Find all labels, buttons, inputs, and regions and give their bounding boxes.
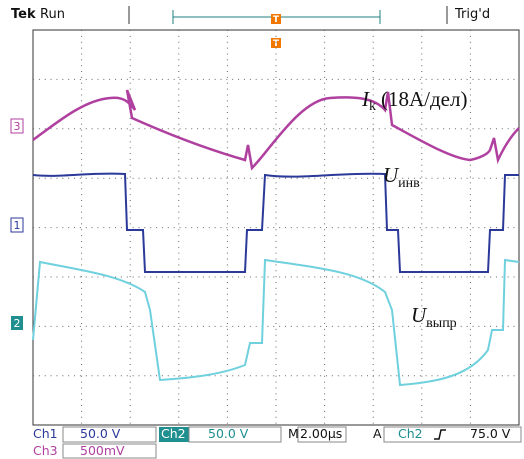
trigger-marker: T <box>273 15 280 25</box>
ch1-marker: 1 <box>14 219 21 232</box>
edge-icon <box>434 430 446 439</box>
trigger-source: Ch2 <box>398 426 423 441</box>
trigger-marker: T <box>273 39 280 49</box>
run-state: Run <box>40 7 65 22</box>
ch3-marker: 3 <box>14 120 21 133</box>
trigger-mode: A <box>373 426 382 441</box>
ch2-marker: 2 <box>14 317 21 330</box>
annotation: Ik(18A/дел) <box>361 87 467 114</box>
ch2-label: Ch2 <box>161 426 186 441</box>
ch3-scale: 500mV <box>80 443 125 458</box>
trigger-level: 75.0 V <box>470 426 511 441</box>
timebase-label: M <box>288 426 299 441</box>
brand: Tek <box>11 7 36 22</box>
ch1-scale: 50.0 V <box>80 426 121 441</box>
annotation: Uвыпр <box>411 303 457 331</box>
ch3-label: Ch3 <box>33 443 58 458</box>
oscilloscope-screen: Tek Run T T Trig'd 3 1 2 Ik(18A/дел) Uин… <box>0 0 524 459</box>
timebase-value: 2.00µs <box>300 426 342 441</box>
ch1-label: Ch1 <box>33 426 58 441</box>
trigger-status: Trig'd <box>454 7 490 22</box>
annotation: Uинв <box>383 163 420 191</box>
ch2-scale: 50.0 V <box>208 426 249 441</box>
